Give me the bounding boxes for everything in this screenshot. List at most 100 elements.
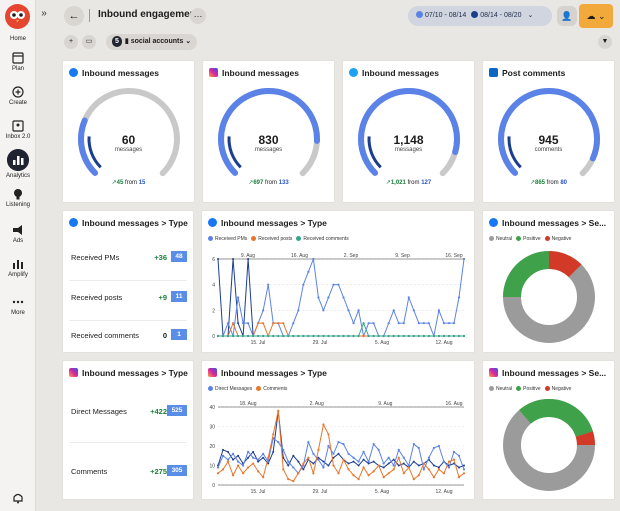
gauge-fill — [358, 88, 460, 183]
comparison-point — [412, 460, 415, 463]
sidebar-item-amplify[interactable]: Amplify — [0, 258, 36, 278]
series-0-point — [452, 450, 456, 453]
more-options-button[interactable]: … — [190, 8, 206, 24]
expand-sidebar-button[interactable]: » — [41, 8, 47, 19]
series-1-point — [357, 478, 360, 481]
sidebar-item-create[interactable]: Create — [0, 86, 36, 106]
series-0-point — [257, 458, 260, 461]
comparison-point — [247, 456, 250, 459]
gauge-fill — [78, 88, 180, 183]
card-title: Inbound messages — [69, 68, 159, 78]
series-0-point — [422, 468, 425, 471]
comparison-point — [402, 462, 405, 465]
table-row: Received posts +9 11 — [69, 281, 187, 321]
facebook-icon — [69, 218, 78, 227]
legend-label: Received comments — [303, 236, 349, 242]
series-1-point — [447, 460, 451, 463]
date-range-comparison: 08/14 - 08/20 — [480, 12, 522, 19]
add-filter-button[interactable]: + — [64, 35, 78, 49]
comment-filter-button[interactable]: ▭ — [82, 35, 96, 49]
comparison-point — [257, 460, 260, 463]
comparison-point — [362, 458, 365, 461]
plus-icon: + — [68, 38, 74, 45]
comparison-point — [337, 452, 340, 455]
fb-type-line-chart-card: Inbound messages > Type Received PMs Rece… — [201, 210, 475, 353]
x-top-tick-label: 9. Aug — [378, 401, 392, 407]
series-0-point — [322, 466, 325, 469]
social-accounts-selector[interactable]: 5 ▮ social accounts ⌄ — [106, 34, 198, 50]
series-0-point — [312, 257, 315, 261]
divider — [89, 9, 90, 22]
x-bottom-tick-label: 15. Jul — [251, 340, 266, 346]
bar-chart-icon: ▮ — [124, 38, 131, 45]
series-2-point — [226, 334, 230, 338]
export-button[interactable]: ☁ ⌄ — [579, 4, 613, 28]
sidebar-item-more[interactable]: More — [0, 296, 36, 316]
user-plus-icon: 👤 — [561, 11, 573, 21]
x-bottom-tick-label: 12. Aug — [436, 340, 453, 346]
series-0-point — [337, 283, 340, 286]
series-2-point — [247, 334, 250, 338]
series-0-point — [457, 296, 461, 299]
donut-slice-positive — [503, 399, 595, 491]
series-0-point — [357, 460, 360, 463]
sidebar-item-listening[interactable]: Listening — [0, 188, 36, 208]
series-1-point — [427, 468, 430, 471]
hootsuite-logo[interactable] — [5, 4, 30, 29]
chart-legend: Received PMs Received posts Received comme… — [208, 236, 349, 242]
series-1-point — [257, 470, 260, 473]
x-bottom-tick-label: 29. Jul — [313, 340, 328, 346]
table-row: Comments +275 305 — [69, 443, 187, 499]
series-2-point — [332, 334, 335, 338]
series-0-point — [422, 322, 425, 325]
card-title: Inbound messages > Type — [208, 368, 327, 378]
sidebar-item-inbox[interactable]: Inbox 2.0 — [0, 120, 36, 140]
series-1-point — [302, 462, 305, 465]
donut-slice-positive — [503, 251, 595, 343]
y-tick-label: 6 — [212, 257, 215, 263]
y-tick-label: 40 — [209, 405, 215, 411]
series-1-point — [412, 478, 415, 481]
comparison-point — [317, 456, 320, 459]
series-2-point — [257, 334, 260, 338]
back-button[interactable]: ← — [64, 6, 84, 26]
funnel-icon: ▼ — [601, 38, 609, 45]
filter-button[interactable]: ▼ — [598, 35, 612, 49]
series-0-point — [247, 322, 250, 325]
sidebar-item-home[interactable]: Home — [0, 36, 36, 42]
series-2-point — [402, 334, 405, 338]
delta-from-label: from — [546, 180, 559, 186]
series-0-point — [236, 296, 240, 299]
series-1-point — [362, 334, 365, 338]
comparison-point — [217, 258, 219, 260]
y-tick-label: 4 — [212, 283, 215, 289]
x-top-tick-label: 16. Aug — [291, 253, 308, 259]
series-0-point — [221, 454, 225, 457]
y-tick-label: 20 — [209, 444, 215, 450]
series-0-point — [447, 322, 451, 325]
series-2-line — [218, 321, 464, 337]
sidebar-item-plan[interactable]: Plan — [0, 52, 36, 72]
series-2-point — [452, 334, 456, 338]
series-1-point — [407, 466, 410, 469]
x-top-tick-label: 9. Sep — [395, 253, 410, 259]
account-count-badge: 5 — [112, 36, 122, 47]
row-label: Received PMs — [71, 253, 120, 262]
card-title-text: Inbound messages > Se... — [502, 368, 607, 378]
comparison-point — [397, 464, 400, 467]
sidebar-item-ads[interactable]: Ads — [0, 224, 36, 244]
series-1-point — [312, 472, 315, 475]
comparison-point — [382, 466, 385, 469]
notifications-bell[interactable] — [0, 492, 36, 506]
series-0-point — [287, 460, 290, 463]
date-range-selector[interactable]: 07/10 - 08/14 08/14 - 08/20 ⌄ — [408, 6, 552, 26]
range1-dot-icon — [416, 11, 423, 18]
chat-icon: ▭ — [85, 38, 93, 45]
series-2-point — [317, 334, 320, 338]
comparison-point — [272, 450, 275, 453]
add-user-button[interactable]: 👤 — [557, 6, 577, 26]
legend-label: Neutral — [496, 236, 513, 242]
comparison-point — [267, 462, 270, 465]
series-2-point — [407, 334, 410, 338]
sidebar-item-analytics[interactable]: Analytics — [0, 149, 36, 179]
